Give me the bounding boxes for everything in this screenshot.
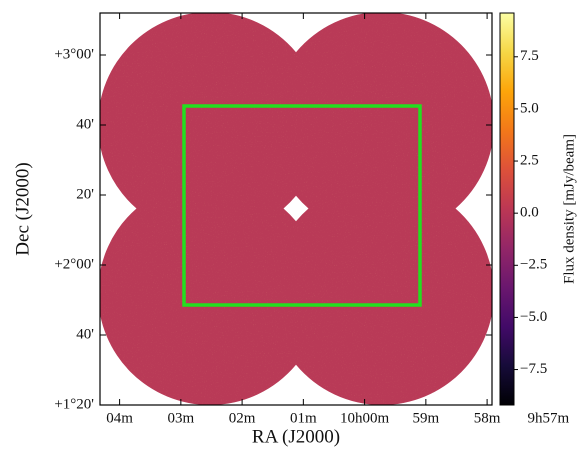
colorbar-tick-label: −2.5 — [520, 257, 547, 273]
flux-map — [100, 13, 492, 405]
colorbar-tick-label: 0.0 — [520, 205, 539, 221]
region-box — [182, 104, 422, 307]
plot-frame — [99, 12, 493, 406]
y-tick-label: 40' — [76, 326, 94, 342]
colorbar — [499, 12, 515, 406]
colorbar-tick-label: 7.5 — [520, 48, 539, 64]
colorbar-tick-label: 2.5 — [520, 152, 539, 168]
y-tick-label: +3°00' — [54, 46, 94, 62]
colorbar-tick-label: 5.0 — [520, 100, 539, 116]
x-tick-label: 02m — [229, 410, 256, 426]
x-tick-label: 04m — [106, 410, 133, 426]
y-tick-label: +2°00' — [54, 256, 94, 272]
y-tick-label: 40' — [76, 116, 94, 132]
colorbar-label: Flux density [mJy/beam] — [561, 134, 577, 284]
x-tick-label: 10h00m — [340, 410, 390, 426]
y-axis-label: Dec (J2000) — [12, 162, 33, 255]
x-tick-label: 01m — [290, 410, 317, 426]
x-tick-label: 58m — [474, 410, 501, 426]
colorbar-tick-label: −7.5 — [520, 361, 547, 377]
x-tick-label: 9h57m — [528, 410, 570, 426]
x-axis-label: RA (J2000) — [252, 426, 340, 447]
x-tick-label: 03m — [168, 410, 195, 426]
y-tick-label: +1°20' — [54, 396, 94, 412]
y-tick-label: 20' — [76, 186, 94, 202]
x-tick-label: 59m — [413, 410, 440, 426]
colorbar-tick-label: −5.0 — [520, 309, 547, 325]
